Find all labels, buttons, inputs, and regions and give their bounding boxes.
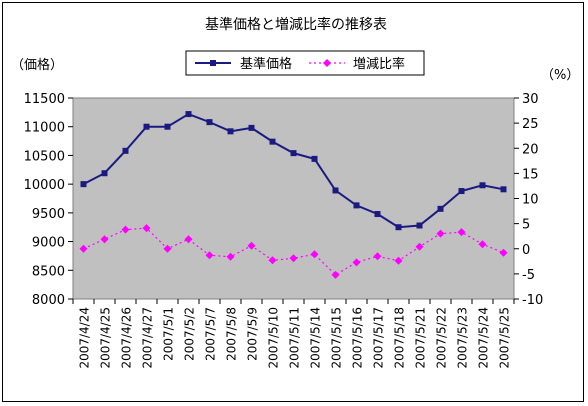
ratio-point	[436, 229, 445, 238]
ratio-point	[79, 244, 88, 253]
ratio-point	[226, 252, 235, 261]
left-tick-label: 11500	[24, 92, 65, 107]
x-tick-label: 2007/5/23	[456, 307, 470, 369]
price-point	[185, 111, 192, 118]
ratio-point	[310, 250, 319, 259]
ratio-point	[373, 252, 382, 261]
series-layer	[79, 111, 508, 279]
legend: 基準価格 増減比率	[185, 50, 425, 76]
price-point	[332, 187, 339, 194]
left-axis: 8000 8500 9000 9500 10000 10500 11000 11500	[24, 92, 73, 308]
price-point	[227, 128, 234, 135]
plot-area	[72, 97, 515, 300]
x-tick-label: 2007/4/26	[120, 307, 134, 369]
ratio-point	[184, 235, 193, 244]
ratio-point	[499, 248, 508, 257]
price-point	[500, 186, 507, 193]
ratio-point	[100, 235, 109, 244]
ratio-point	[415, 242, 424, 251]
ratio-point	[205, 251, 214, 260]
ratio-point	[247, 241, 256, 250]
series-line-2	[83, 227, 504, 276]
ratio-point	[478, 240, 487, 249]
right-axis: -10 -5 0 5 10 15 20 25 30	[514, 92, 543, 308]
left-tick-label: 9000	[32, 236, 65, 251]
x-tick-label: 2007/5/24	[477, 307, 491, 369]
price-point	[143, 123, 150, 130]
chart-frame: 基準価格と増減比率の推移表 （価格） （%） 基準価格 増減比率 8000 8500…	[2, 2, 584, 402]
right-tick-label: 15	[522, 167, 539, 182]
x-tick-label: 2007/5/15	[330, 307, 344, 369]
chart-svg: 基準価格と増減比率の推移表 （価格） （%） 基準価格 増減比率 8000 8500…	[11, 16, 579, 369]
left-tick-label: 8500	[32, 264, 65, 279]
price-point	[290, 150, 297, 157]
ratio-point	[142, 224, 151, 233]
right-tick-label: 25	[522, 117, 539, 132]
legend-marker	[323, 59, 331, 67]
legend-marker	[210, 60, 216, 66]
right-tick-label: 0	[522, 243, 530, 258]
ratio-point	[352, 258, 361, 267]
x-tick-label: 2007/5/9	[246, 307, 260, 361]
ratio-point	[268, 256, 277, 265]
price-point	[374, 211, 381, 218]
ratio-point	[331, 270, 340, 279]
price-point	[248, 124, 255, 131]
price-point	[122, 147, 129, 154]
right-tick-label: 20	[522, 142, 539, 157]
x-tick-label: 2007/5/1	[162, 307, 176, 361]
x-tick-label: 2007/5/2	[183, 307, 197, 361]
right-tick-label: 10	[522, 193, 539, 208]
right-tick-label: -10	[522, 293, 543, 308]
price-point	[353, 202, 360, 209]
x-tick-label: 2007/5/11	[288, 307, 302, 369]
ratio-point	[394, 256, 403, 265]
x-tick-label: 2007/5/10	[267, 307, 281, 369]
ratio-point	[163, 244, 172, 253]
x-tick-label: 2007/5/16	[351, 307, 365, 369]
x-tick-label: 2007/4/25	[99, 307, 113, 369]
legend-label: 増減比率	[353, 56, 405, 72]
price-point	[164, 123, 171, 130]
right-tick-label: 5	[522, 218, 530, 233]
right-tick-label: 30	[522, 92, 539, 107]
x-tick-label: 2007/5/17	[372, 307, 386, 369]
legend-label: 基準価格	[240, 56, 292, 72]
price-point	[206, 119, 213, 126]
x-axis: 2007/4/24 2007/4/25 2007/4/26 2007/4/27 2007…	[72, 299, 515, 369]
x-tick-label: 2007/5/22	[435, 307, 449, 369]
chart-title: 基準価格と増減比率の推移表	[205, 16, 387, 33]
price-point	[479, 182, 486, 189]
price-point	[269, 138, 276, 145]
right-tick-label: -5	[522, 268, 535, 283]
ratio-point	[121, 225, 130, 234]
price-point	[101, 170, 108, 177]
price-point	[80, 181, 87, 188]
left-tick-label: 10000	[24, 178, 65, 193]
price-point	[437, 205, 444, 212]
price-point	[458, 188, 465, 195]
left-axis-unit: （価格）	[11, 57, 63, 73]
x-tick-label: 2007/5/25	[498, 307, 512, 369]
left-tick-label: 9500	[32, 207, 65, 222]
x-tick-label: 2007/4/27	[141, 307, 155, 369]
price-point	[416, 222, 423, 229]
ratio-point	[457, 228, 466, 237]
left-tick-label: 11000	[24, 121, 65, 136]
x-tick-label: 2007/5/14	[309, 307, 323, 369]
x-tick-label: 2007/4/24	[78, 307, 92, 369]
price-point	[311, 155, 318, 162]
left-tick-label: 8000	[32, 293, 65, 308]
x-tick-label: 2007/5/21	[414, 307, 428, 369]
price-point	[395, 224, 402, 231]
right-axis-unit: （%）	[541, 68, 579, 83]
x-tick-label: 2007/5/18	[393, 307, 407, 369]
x-tick-label: 2007/5/8	[225, 307, 239, 361]
x-tick-label: 2007/5/7	[204, 307, 218, 361]
left-tick-label: 10500	[24, 149, 65, 164]
